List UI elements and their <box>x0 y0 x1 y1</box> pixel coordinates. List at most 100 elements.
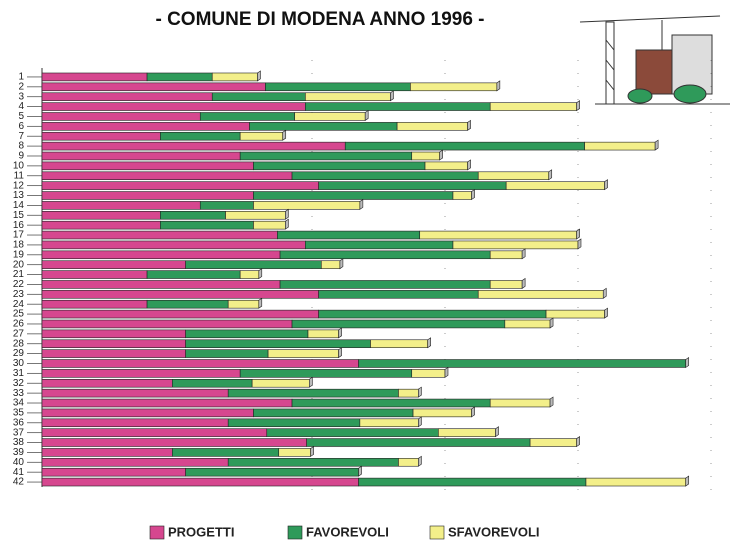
bar-end-cap <box>418 416 422 428</box>
bar-segment <box>307 329 339 339</box>
bar-end-cap <box>444 366 449 378</box>
bar-end-cap <box>258 297 263 309</box>
bar-end-cap <box>521 277 526 289</box>
bar-segment <box>41 398 293 408</box>
y-tick-label: 37 <box>13 427 25 438</box>
bar-segment <box>239 369 413 378</box>
legend-label: FAVOREVOLI <box>306 524 389 539</box>
bar-end-cap <box>576 436 580 448</box>
y-tick-label: 15 <box>13 210 25 221</box>
bar-segment <box>41 240 306 250</box>
y-tick-label: 21 <box>13 269 25 280</box>
bar-segment <box>41 359 359 368</box>
bar-segment <box>477 171 550 181</box>
y-tick-label: 32 <box>13 378 25 389</box>
bar-segment <box>41 260 186 269</box>
bar-segment <box>41 349 186 358</box>
bar-segment <box>41 477 359 487</box>
bar-segment <box>227 418 361 428</box>
bar-segment <box>318 290 479 299</box>
bar-segment <box>225 211 286 220</box>
y-tick-label: 14 <box>13 200 25 211</box>
y-tick-label: 18 <box>13 240 25 251</box>
bar-segment <box>291 398 491 408</box>
bar-segment <box>305 240 454 250</box>
bar-segment <box>249 122 398 131</box>
bar-segment <box>41 230 278 240</box>
bar-segment <box>199 112 296 121</box>
bar-end-cap <box>310 445 314 457</box>
bar-end-cap <box>495 426 499 438</box>
bar-segment <box>239 131 284 141</box>
bar-end-cap <box>654 139 659 151</box>
bar-segment <box>306 438 531 447</box>
bar-segment <box>277 230 421 240</box>
y-tick-label: 10 <box>13 161 25 172</box>
bar-end-cap <box>685 475 690 487</box>
bar-end-cap <box>338 327 342 339</box>
bar-end-cap <box>358 465 362 477</box>
bar-end-cap <box>338 347 342 359</box>
y-tick-label: 22 <box>13 279 25 290</box>
bar-segment <box>359 418 419 428</box>
bar-segment <box>358 359 687 368</box>
bar-segment <box>160 220 254 230</box>
bar-segment <box>265 82 411 92</box>
legend-swatch <box>149 525 165 540</box>
y-tick-label: 40 <box>13 457 25 468</box>
bar-segment <box>41 339 186 348</box>
bar-end-cap <box>467 119 471 131</box>
bar-end-cap <box>549 317 554 329</box>
y-tick-label: 11 <box>14 170 25 181</box>
y-tick-label: 34 <box>13 398 25 409</box>
bar-segment <box>41 408 254 418</box>
y-tick-label: 12 <box>13 180 25 191</box>
y-tick-label: 9 <box>18 151 24 162</box>
chart-title: - COMUNE DI MODENA ANNO 1996 - <box>155 9 484 30</box>
bar-segment <box>318 181 507 190</box>
bar-segment <box>227 388 399 398</box>
bar-segment <box>253 191 454 200</box>
y-tick-label: 8 <box>18 141 24 152</box>
bar-segment <box>239 270 260 279</box>
y-tick-label: 28 <box>13 338 25 349</box>
bar-segment <box>172 378 253 388</box>
bar-end-cap <box>471 406 475 418</box>
y-tick-label: 3 <box>18 91 24 102</box>
bar-segment <box>253 408 414 418</box>
bar-segment <box>185 339 371 348</box>
bar-segment <box>358 477 587 487</box>
y-tick-label: 31 <box>13 368 25 379</box>
bar-segment <box>41 329 186 339</box>
bar-end-cap <box>285 208 289 220</box>
bar-segment <box>41 171 293 181</box>
bar-segment <box>41 220 161 230</box>
bar-end-cap <box>439 149 443 161</box>
y-tick-label: 5 <box>18 111 24 122</box>
bar-segment <box>278 448 311 457</box>
y-tick-label: 38 <box>13 437 25 448</box>
bar-segment <box>41 122 250 131</box>
bar-end-cap <box>418 386 422 398</box>
y-tick-label: 27 <box>13 328 25 339</box>
bar-end-cap <box>549 396 554 408</box>
bar-segment <box>41 201 201 210</box>
bar-end-cap <box>257 70 261 82</box>
bar-segment <box>266 428 439 437</box>
bar-segment <box>305 92 391 101</box>
bar-segment <box>41 250 281 260</box>
bar-end-cap <box>467 159 471 171</box>
bar-end-cap <box>282 129 287 141</box>
bar-segment <box>291 319 506 329</box>
bar-segment <box>160 211 226 220</box>
bar-segment <box>398 458 419 467</box>
bar-segment <box>305 102 491 111</box>
bar-segment <box>185 260 322 269</box>
bar-segment <box>489 250 523 260</box>
bar-segment <box>412 408 472 418</box>
bar-end-cap <box>496 80 501 92</box>
bar-end-cap <box>604 179 608 191</box>
bar-segment <box>41 309 319 319</box>
y-tick-label: 20 <box>13 259 25 270</box>
bar-segment <box>239 151 413 161</box>
